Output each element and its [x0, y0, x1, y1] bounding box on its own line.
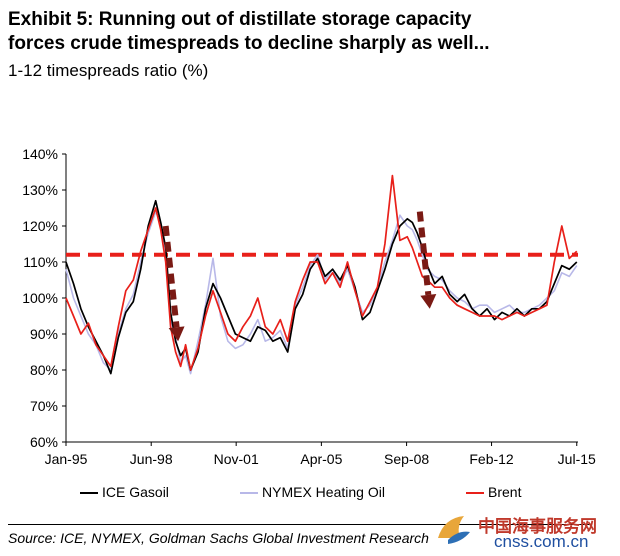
x-tick-label: Jan-95 [45, 451, 88, 467]
chart-title-line-1: Exhibit 5: Running out of distillate sto… [8, 9, 472, 30]
chart-title: Exhibit 5: Running out of distillate sto… [8, 8, 490, 56]
source-divider [8, 524, 590, 525]
legend-swatch-brent [466, 492, 484, 495]
source-note: Source: ICE, NYMEX, Goldman Sachs Global… [8, 530, 429, 546]
x-tick-label: Jul-15 [558, 451, 596, 467]
arrow-shaft [162, 225, 180, 328]
y-tick-label: 90% [30, 326, 58, 342]
y-tick-label: 80% [30, 362, 58, 378]
axes: 60% 70% 80% 90% 100% 110% 120% 130% 140% Jan-95 Ju… [22, 146, 596, 467]
x-tick-label: Sep-08 [384, 451, 429, 467]
series-line-ice-gasoil [65, 199, 578, 375]
legend-swatch-nymex-heating-oil [240, 492, 258, 495]
downward-arrow-1 [162, 225, 185, 342]
chart-title-line-2: forces crude timespreads to decline shar… [8, 33, 490, 54]
arrow-shaft [416, 211, 432, 296]
watermark-logo-icon [438, 516, 470, 544]
y-tick-label: 140% [22, 146, 58, 162]
y-tick-label: 130% [22, 182, 58, 198]
y-tick-label: 110% [23, 254, 58, 270]
watermark-text-cn: 中国海事服务网 [478, 517, 597, 536]
legend-item-ice-gasoil: ICE Gasoil [80, 484, 169, 500]
y-tick-label: 60% [30, 434, 58, 450]
legend-label-ice-gasoil: ICE Gasoil [102, 484, 169, 500]
series-line-brent [65, 174, 578, 371]
x-tick-label: Jun-98 [130, 451, 173, 467]
series-group [65, 174, 578, 375]
watermark: 中国海事服务网 cnss.com.cn [434, 508, 614, 552]
legend-label-brent: Brent [488, 484, 522, 500]
x-tick-label: Apr-05 [300, 451, 342, 467]
arrow-head [420, 294, 437, 309]
annotations-group [162, 211, 437, 342]
x-tick-label: Nov-01 [214, 451, 259, 467]
legend-item-nymex-heating-oil: NYMEX Heating Oil [240, 484, 385, 500]
y-tick-label: 70% [30, 398, 58, 414]
legend-item-brent: Brent [466, 484, 521, 500]
legend-swatch-ice-gasoil [80, 492, 98, 495]
arrow-head [168, 326, 185, 342]
chart-subtitle: 1-12 timespreads ratio (%) [8, 61, 209, 80]
watermark-text-en: cnss.com.cn [494, 532, 589, 551]
x-tick-label: Feb-12 [469, 451, 514, 467]
series-line-nymex-heating-oil [65, 210, 578, 375]
line-chart: 60% 70% 80% 90% 100% 110% 120% 130% 140% Jan-95 Ju… [22, 146, 596, 467]
legend-label-nymex-heating-oil: NYMEX Heating Oil [262, 484, 385, 500]
downward-arrow-2 [416, 211, 437, 309]
y-tick-label: 120% [22, 218, 58, 234]
y-tick-label: 100% [22, 290, 58, 306]
